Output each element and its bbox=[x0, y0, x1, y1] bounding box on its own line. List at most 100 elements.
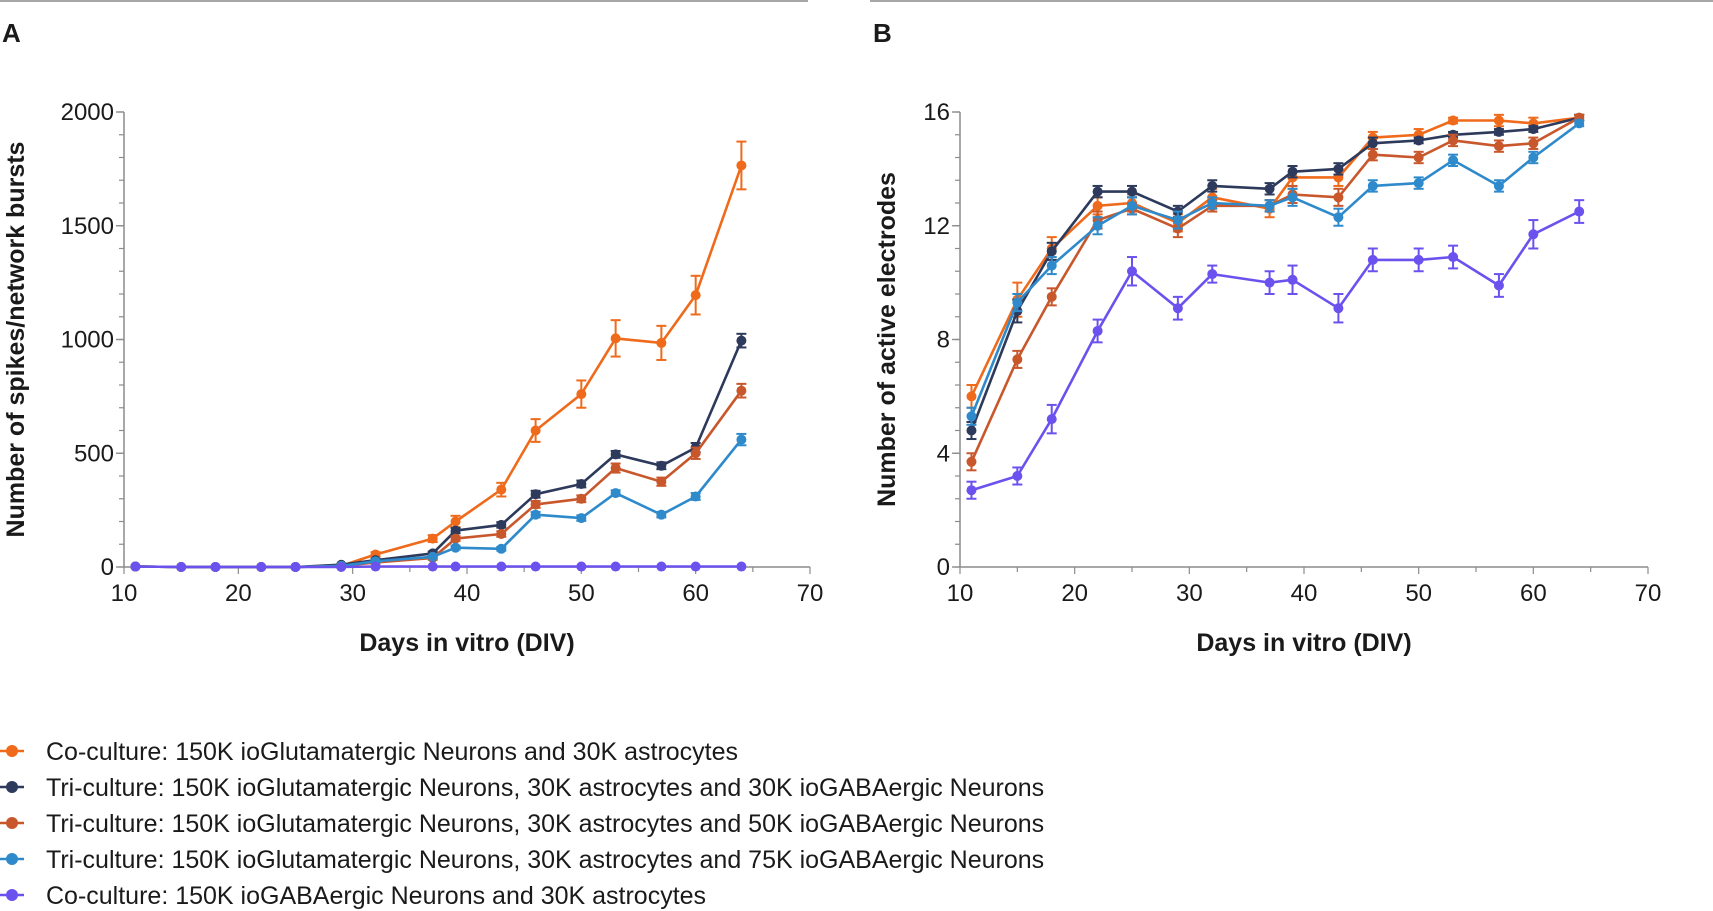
panel-b-series-4-point bbox=[1012, 297, 1023, 308]
panel-b-x-tick-label: 70 bbox=[1635, 580, 1662, 607]
panel-a-series-5-point bbox=[450, 561, 461, 572]
panel-a-series-1-point bbox=[530, 425, 541, 436]
panel-b-series-3-point bbox=[1046, 291, 1057, 302]
panel-b-series-2-point bbox=[1413, 135, 1424, 146]
panel-b-series-4-line bbox=[970, 122, 1580, 417]
panel-a-series-5-point bbox=[370, 561, 381, 572]
panel-b-series-5-point bbox=[1092, 325, 1103, 336]
panel-b-series-5-point bbox=[1127, 266, 1137, 277]
panel-a-series-3-point bbox=[736, 385, 747, 396]
panel-b-x-tick-label: 30 bbox=[1176, 580, 1203, 607]
panel-a-series-5-point bbox=[176, 562, 187, 572]
panel-b-series-3-point bbox=[1367, 149, 1378, 160]
panel-b-series-4-point bbox=[966, 411, 977, 422]
panel-a-series-3-point bbox=[450, 533, 461, 544]
panel-a-y-tick-label: 1500 bbox=[61, 213, 114, 240]
panel-b-series-3-line bbox=[970, 116, 1580, 463]
legend-label: Tri-culture: 150K ioGlutamatergic Neuron… bbox=[46, 774, 1044, 802]
panel-b-series-2-point bbox=[1046, 246, 1057, 257]
panel-b-series-2-point bbox=[1092, 186, 1103, 197]
legend-swatch-marker bbox=[6, 853, 18, 865]
panel-b-series-5-point bbox=[1413, 254, 1424, 265]
panel-a-series-1-point bbox=[496, 484, 507, 495]
panel-a-x-tick-label: 50 bbox=[568, 580, 595, 607]
legend: Co-culture: 150K ioGlutamatergic Neurons… bbox=[0, 738, 1044, 910]
panel-b-series-3-point bbox=[1012, 354, 1023, 365]
panel-a-x-tick-label: 70 bbox=[797, 580, 824, 607]
panel-b-x-tick-label: 10 bbox=[947, 580, 974, 607]
panel-a-series-2-point bbox=[656, 460, 667, 471]
panel-b-series-4-point bbox=[1046, 260, 1057, 271]
panel-a-series-4-point bbox=[576, 513, 587, 524]
panel-b-series-5-point bbox=[1493, 280, 1504, 291]
panel-b-series-2-point bbox=[1333, 163, 1344, 174]
panel-b-x-tick-label: 50 bbox=[1405, 580, 1432, 607]
panel-a-series-4-point bbox=[450, 542, 461, 553]
panel-a-series-5-point bbox=[256, 562, 267, 572]
panel-b-series-4-point bbox=[1127, 200, 1137, 211]
panel-a-y-tick-label: 2000 bbox=[61, 99, 114, 126]
panel-b-series-2-point bbox=[1127, 186, 1137, 197]
panel-a-series-3-point bbox=[576, 493, 587, 504]
panel-a-y-tick-label: 0 bbox=[101, 554, 114, 581]
panel-a-series-4-point bbox=[656, 509, 667, 520]
panel-a-series-4-point bbox=[496, 543, 507, 554]
panel-a-series-1-point bbox=[656, 337, 667, 348]
panel-a-series-5-point bbox=[496, 561, 507, 572]
panel-b-series-5-point bbox=[1333, 303, 1344, 314]
panel-a-series-5-point bbox=[736, 561, 747, 572]
panel-b-series-1-line bbox=[970, 116, 1580, 397]
panel-b-series-2-point bbox=[1493, 126, 1504, 137]
panel-b-series-4-point bbox=[1092, 220, 1103, 231]
panel-a-series-1-point bbox=[610, 333, 621, 344]
panel-a-letter: A bbox=[2, 18, 21, 48]
panel-a-series-5-point bbox=[336, 562, 347, 572]
panel-a-series-4-point bbox=[530, 509, 541, 520]
panel-b-series-4-point bbox=[1207, 198, 1218, 208]
panel-b-series-4-point bbox=[1574, 118, 1585, 129]
panel-b-x-tick-label: 20 bbox=[1061, 580, 1088, 607]
panel-b-series-2-point bbox=[1528, 124, 1539, 135]
panel-b-series-3-point bbox=[1333, 192, 1344, 203]
panel-b-series-5-line bbox=[971, 210, 1580, 492]
panel-b-series-4-point bbox=[1448, 155, 1459, 166]
panel-a-series-3-point bbox=[610, 463, 621, 474]
panel-b-series-3-point bbox=[1413, 152, 1424, 163]
panel-a-y-axis-title: Number of spikes/network bursts bbox=[2, 142, 30, 538]
panel-a-series-5-point bbox=[290, 562, 301, 572]
panel-a-series-3-line bbox=[135, 389, 743, 569]
panel-a-series-1-point bbox=[576, 389, 587, 400]
panel-b-series-2-line bbox=[970, 116, 1580, 431]
panel-b-series-4-point bbox=[1172, 215, 1183, 226]
panel-a-series-2-point bbox=[736, 335, 747, 346]
panel-a-series-2-point bbox=[610, 449, 621, 460]
panel-a-chart: 10 20 30 40 50 60 70 0 500 1000 1500 2000 Days in vi… bbox=[2, 99, 823, 657]
panel-a-series-5-point bbox=[690, 561, 701, 572]
panel-b-series-5-point bbox=[1574, 206, 1585, 217]
panel-a-x-tick-label: 10 bbox=[111, 580, 138, 607]
panel-b-y-axis-title: Number of active electrodes bbox=[873, 172, 901, 507]
panel-b-series-3-point bbox=[1528, 138, 1539, 149]
panel-a-series-4-point bbox=[736, 434, 747, 445]
panel-a-series-2-point bbox=[576, 478, 587, 489]
panel-a-series-3-point bbox=[496, 529, 507, 540]
panel-a-series-2-point bbox=[450, 525, 461, 536]
panel-b-series-4-point bbox=[1287, 192, 1298, 203]
panel-b-x-tick-label: 40 bbox=[1291, 580, 1318, 607]
panel-b-series-2-point bbox=[1207, 180, 1218, 191]
panel-b-letter: B bbox=[873, 18, 892, 48]
panel-a-series-1-line bbox=[135, 165, 743, 569]
panel-a-series-2-point bbox=[530, 489, 541, 500]
panel-b-series-5-point bbox=[1448, 252, 1459, 263]
legend-swatch-marker bbox=[6, 889, 18, 901]
panel-a-series-3-point bbox=[690, 448, 701, 459]
panel-b-series-1-point bbox=[966, 391, 977, 402]
panel-a-y-tick-label: 1000 bbox=[61, 327, 114, 354]
legend-swatch-marker bbox=[6, 781, 18, 793]
panel-b-series-4-point bbox=[1493, 180, 1504, 191]
panel-b-series-5-point bbox=[966, 485, 977, 496]
panel-b-series-4-point bbox=[1528, 152, 1539, 163]
panel-a-series-4-point bbox=[427, 551, 438, 562]
panel-a-series-2-point bbox=[496, 519, 507, 530]
panel-a-x-axis-title: Days in vitro (DIV) bbox=[359, 629, 574, 657]
